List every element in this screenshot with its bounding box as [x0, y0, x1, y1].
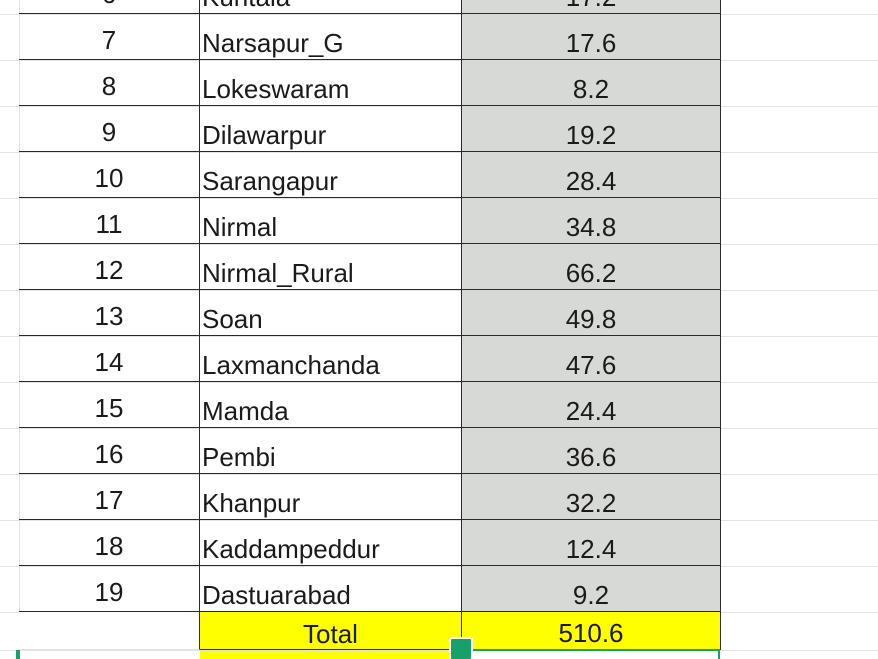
gridline — [0, 244, 878, 245]
table-row: 12 Nirmal_Rural 66.2 — [19, 244, 721, 290]
mandal-name-cell[interactable]: Kaddampeddur — [200, 520, 462, 566]
row-number-cell[interactable]: 13 — [19, 290, 200, 336]
value-cell[interactable]: 36.6 — [462, 428, 721, 474]
value-cell[interactable]: 28.4 — [462, 152, 721, 198]
value-cell[interactable]: 24.4 — [462, 382, 721, 428]
row-number-cell[interactable]: 17 — [19, 474, 200, 520]
gridline — [0, 474, 878, 475]
gridline — [0, 650, 878, 651]
value-cell[interactable]: 12.4 — [462, 520, 721, 566]
mandal-name-cell[interactable]: Lokeswaram — [200, 60, 462, 106]
table-row: 18 Kaddampeddur 12.4 — [19, 520, 721, 566]
value-cell[interactable]: 9.2 — [462, 566, 721, 612]
table-row: 13 Soan 49.8 — [19, 290, 721, 336]
mandal-name-cell[interactable]: Narsapur_G — [200, 14, 462, 60]
mandal-name-cell[interactable]: Dilawarpur — [200, 106, 462, 152]
row-number-cell[interactable] — [19, 612, 200, 650]
gridline — [0, 152, 878, 153]
gridline — [0, 14, 878, 15]
value-cell[interactable]: 17.6 — [462, 14, 721, 60]
value-cell[interactable]: 8.2 — [462, 60, 721, 106]
mandal-name-cell[interactable]: Pembi — [200, 428, 462, 474]
gridline — [0, 290, 878, 291]
mandal-name-cell[interactable]: Nirmal — [200, 198, 462, 244]
table-row: 17 Khanpur 32.2 — [19, 474, 721, 520]
gridline — [0, 428, 878, 429]
value-cell[interactable]: 49.8 — [462, 290, 721, 336]
gridline — [0, 382, 878, 383]
value-cell[interactable]: 47.6 — [462, 336, 721, 382]
mandal-name-cell[interactable]: Nirmal_Rural — [200, 244, 462, 290]
table-row: 7 Narsapur_G 17.6 — [19, 14, 721, 60]
row-number-cell[interactable]: 10 — [19, 152, 200, 198]
value-cell[interactable]: 19.2 — [462, 106, 721, 152]
mandal-name-cell[interactable]: Kuntala — [200, 0, 462, 14]
total-value-cell[interactable]: 510.6 — [462, 612, 721, 650]
gridline — [19, 0, 20, 659]
table-row: 9 Dilawarpur 19.2 — [19, 106, 721, 152]
value-cell[interactable]: 34.8 — [462, 198, 721, 244]
next-row-fill[interactable] — [200, 651, 462, 659]
mandal-name-cell[interactable]: Laxmanchanda — [200, 336, 462, 382]
mandal-name-cell[interactable]: Soan — [200, 290, 462, 336]
active-cell-selection[interactable] — [461, 649, 720, 659]
mandal-name-cell[interactable]: Dastuarabad — [200, 566, 462, 612]
total-label-cell[interactable]: Total — [200, 612, 462, 650]
mandal-name-cell[interactable]: Sarangapur — [200, 152, 462, 198]
table-row: 6 Kuntala 17.2 — [19, 0, 721, 14]
row-number-cell[interactable]: 11 — [19, 198, 200, 244]
table-row: 19 Dastuarabad 9.2 — [19, 566, 721, 612]
selection-drag-handle[interactable] — [449, 637, 473, 659]
active-row-marker — [16, 650, 20, 659]
row-number-cell[interactable]: 9 — [19, 106, 200, 152]
row-number-cell[interactable]: 14 — [19, 336, 200, 382]
table-row: 14 Laxmanchanda 47.6 — [19, 336, 721, 382]
mandal-name-cell[interactable]: Khanpur — [200, 474, 462, 520]
table-row: 16 Pembi 36.6 — [19, 428, 721, 474]
gridline — [0, 106, 878, 107]
row-number-cell[interactable]: 12 — [19, 244, 200, 290]
value-cell[interactable]: 17.2 — [462, 0, 721, 14]
gridline — [0, 60, 878, 61]
mandal-name-cell[interactable]: Mamda — [200, 382, 462, 428]
gridline — [0, 336, 878, 337]
table-row: 10 Sarangapur 28.4 — [19, 152, 721, 198]
row-number-cell[interactable]: 16 — [19, 428, 200, 474]
table-row: 11 Nirmal 34.8 — [19, 198, 721, 244]
gridline — [0, 566, 878, 567]
row-number-cell[interactable]: 15 — [19, 382, 200, 428]
row-number-cell[interactable]: 8 — [19, 60, 200, 106]
gridline — [0, 198, 878, 199]
gridline — [0, 520, 878, 521]
row-number-cell[interactable]: 6 — [19, 0, 200, 14]
row-number-cell[interactable]: 19 — [19, 566, 200, 612]
row-number-cell[interactable]: 7 — [19, 14, 200, 60]
total-row: Total 510.6 — [19, 612, 721, 650]
table-row: 8 Lokeswaram 8.2 — [19, 60, 721, 106]
value-cell[interactable]: 66.2 — [462, 244, 721, 290]
value-cell[interactable]: 32.2 — [462, 474, 721, 520]
row-number-cell[interactable]: 18 — [19, 520, 200, 566]
table-row: 15 Mamda 24.4 — [19, 382, 721, 428]
